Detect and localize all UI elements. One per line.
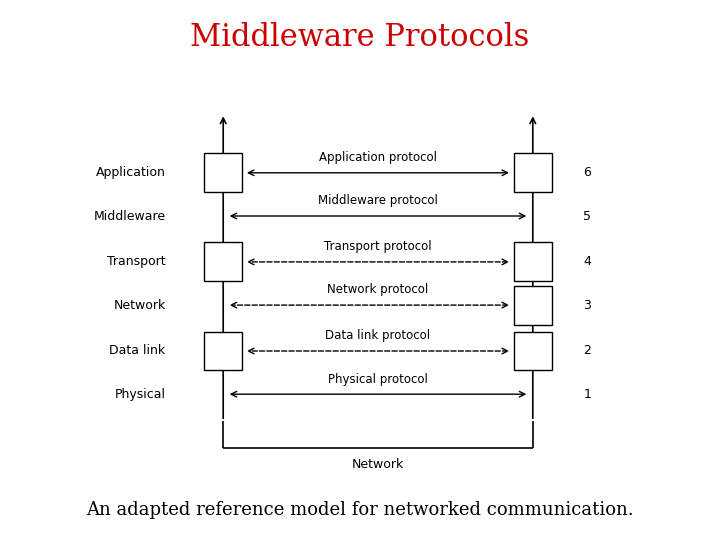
Text: 6: 6 [583,166,591,179]
Text: Transport protocol: Transport protocol [324,240,432,253]
Bar [204,332,242,370]
Text: Network: Network [352,458,404,471]
Text: 4: 4 [583,255,591,268]
Bar [204,242,242,281]
Bar [514,153,552,192]
Text: Data link protocol: Data link protocol [325,329,431,342]
Text: Middleware Protocols: Middleware Protocols [190,22,530,53]
Text: 2: 2 [583,345,591,357]
Text: Transport: Transport [107,255,166,268]
Text: 5: 5 [583,210,591,222]
Text: 3: 3 [583,299,591,312]
Bar [204,153,242,192]
Text: Data link: Data link [109,345,166,357]
Bar [514,332,552,370]
Bar [514,286,552,325]
Text: Middleware: Middleware [94,210,166,222]
Text: Network protocol: Network protocol [328,284,428,296]
Bar [514,242,552,281]
Text: Physical: Physical [114,388,166,401]
Text: Application protocol: Application protocol [319,151,437,164]
Text: Network: Network [113,299,166,312]
Text: Middleware protocol: Middleware protocol [318,194,438,207]
Text: Physical protocol: Physical protocol [328,373,428,386]
Text: 1: 1 [583,388,591,401]
Text: Application: Application [96,166,166,179]
Text: An adapted reference model for networked communication.: An adapted reference model for networked… [86,501,634,519]
